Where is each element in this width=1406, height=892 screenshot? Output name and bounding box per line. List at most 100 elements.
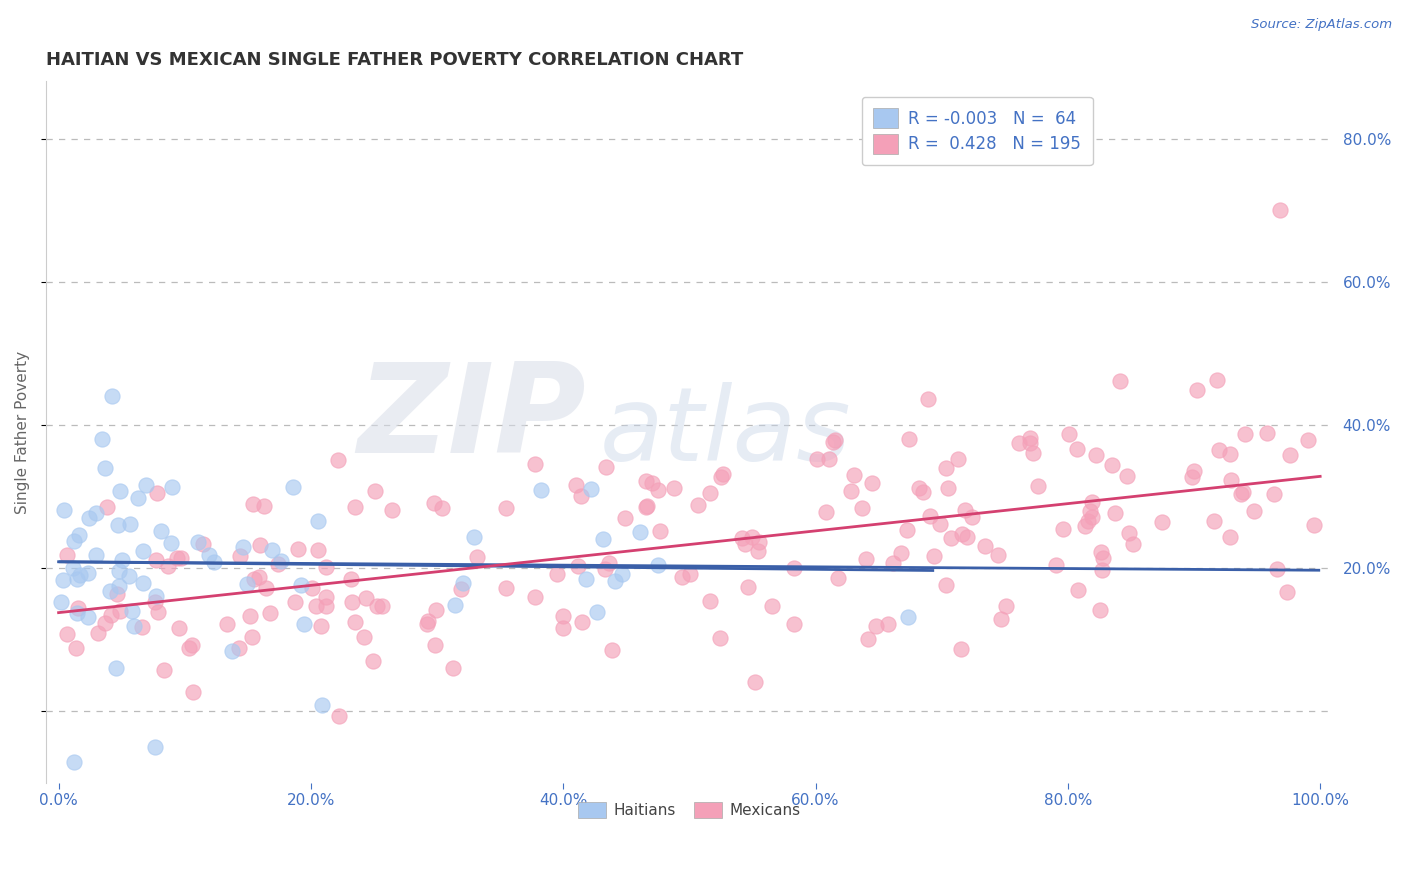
Point	[565, 477, 588, 491]
Point	[100, 389, 122, 403]
Point	[953, 503, 976, 517]
Point	[1256, 426, 1278, 441]
Point	[86, 506, 108, 520]
Point	[1233, 427, 1256, 442]
Point	[699, 486, 721, 500]
Point	[711, 467, 734, 481]
Point	[287, 541, 309, 556]
Point	[1057, 426, 1080, 441]
Point	[326, 453, 349, 467]
Point	[96, 500, 118, 514]
Point	[221, 644, 243, 658]
Point	[815, 505, 838, 519]
Point	[127, 491, 149, 505]
Point	[84, 549, 107, 563]
Point	[418, 615, 440, 629]
Point	[741, 530, 763, 544]
Point	[551, 621, 574, 635]
Point	[340, 572, 363, 586]
Point	[935, 577, 957, 591]
Point	[150, 524, 173, 539]
Point	[1066, 442, 1088, 456]
Point	[145, 553, 167, 567]
Point	[1085, 448, 1108, 462]
Point	[145, 595, 167, 609]
Point	[1077, 515, 1099, 529]
Point	[1185, 383, 1208, 397]
Point	[1229, 487, 1251, 501]
Point	[242, 497, 264, 511]
Point	[1298, 433, 1320, 447]
Point	[202, 555, 225, 569]
Point	[66, 572, 89, 586]
Point	[1088, 603, 1111, 617]
Point	[1081, 495, 1104, 509]
Point	[1219, 473, 1241, 487]
Point	[91, 433, 114, 447]
Point	[1092, 550, 1115, 565]
Point	[131, 543, 153, 558]
Point	[342, 595, 364, 609]
Point	[890, 545, 912, 559]
Point	[636, 500, 658, 514]
Legend: Haitians, Mexicans: Haitians, Mexicans	[572, 796, 807, 824]
Point	[579, 483, 602, 497]
Point	[1279, 448, 1302, 462]
Point	[860, 475, 883, 490]
Point	[143, 740, 166, 755]
Point	[254, 581, 277, 595]
Point	[710, 470, 733, 484]
Point	[1206, 373, 1229, 387]
Point	[301, 581, 323, 595]
Point	[530, 483, 553, 497]
Point	[1243, 504, 1265, 518]
Point	[935, 461, 957, 475]
Point	[110, 484, 132, 499]
Point	[416, 616, 439, 631]
Point	[1101, 458, 1123, 473]
Point	[425, 602, 447, 616]
Point	[229, 549, 252, 563]
Point	[463, 530, 485, 544]
Text: HAITIAN VS MEXICAN SINGLE FATHER POVERTY CORRELATION CHART: HAITIAN VS MEXICAN SINGLE FATHER POVERTY…	[46, 51, 744, 69]
Point	[699, 594, 721, 608]
Point	[328, 709, 350, 723]
Point	[381, 502, 404, 516]
Point	[929, 516, 952, 531]
Point	[1116, 469, 1139, 483]
Point	[962, 509, 984, 524]
Point	[215, 617, 238, 632]
Point	[1045, 558, 1067, 573]
Point	[647, 558, 669, 573]
Point	[281, 480, 304, 494]
Point	[423, 496, 446, 510]
Point	[56, 627, 79, 641]
Point	[1303, 517, 1326, 532]
Point	[107, 517, 129, 532]
Point	[987, 548, 1010, 562]
Point	[495, 500, 517, 515]
Point	[585, 605, 607, 619]
Point	[990, 612, 1012, 626]
Point	[104, 661, 127, 675]
Point	[628, 525, 651, 540]
Point	[1118, 526, 1140, 541]
Point	[1078, 504, 1101, 518]
Point	[108, 564, 131, 578]
Point	[187, 535, 209, 549]
Point	[315, 560, 337, 574]
Point	[363, 484, 385, 499]
Point	[67, 528, 90, 542]
Point	[1263, 486, 1285, 500]
Point	[242, 572, 264, 586]
Point	[77, 566, 100, 581]
Point	[939, 531, 962, 545]
Point	[79, 511, 101, 525]
Point	[311, 698, 333, 712]
Point	[865, 618, 887, 632]
Point	[1268, 203, 1291, 218]
Point	[1073, 518, 1095, 533]
Point	[688, 499, 710, 513]
Point	[882, 556, 904, 570]
Point	[495, 582, 517, 596]
